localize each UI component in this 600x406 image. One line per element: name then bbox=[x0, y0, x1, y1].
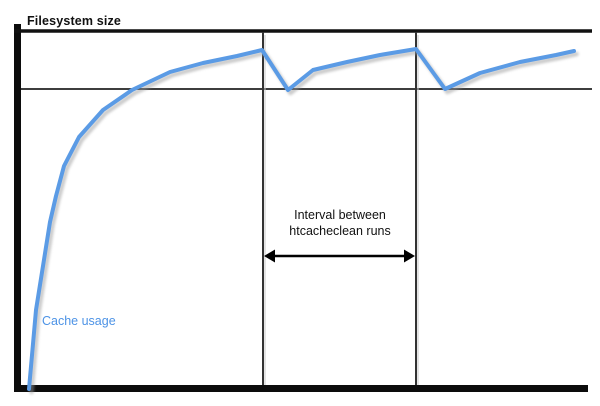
cache-usage-curve-shadow bbox=[29, 49, 579, 395]
annotation-line-1: Interval between bbox=[294, 208, 386, 222]
cache-usage-label: Cache usage bbox=[42, 314, 116, 328]
x-axis bbox=[14, 385, 588, 392]
y-axis bbox=[14, 24, 21, 392]
filesystem-size-label: Filesystem size bbox=[27, 14, 121, 28]
interval-arrow-head-left bbox=[264, 249, 275, 263]
annotation-line-2: htcacheclean runs bbox=[289, 224, 391, 238]
interval-annotation: Interval between htcacheclean runs bbox=[260, 207, 420, 239]
interval-arrow-head-right bbox=[404, 249, 415, 263]
cache-usage-curve bbox=[27, 47, 576, 391]
